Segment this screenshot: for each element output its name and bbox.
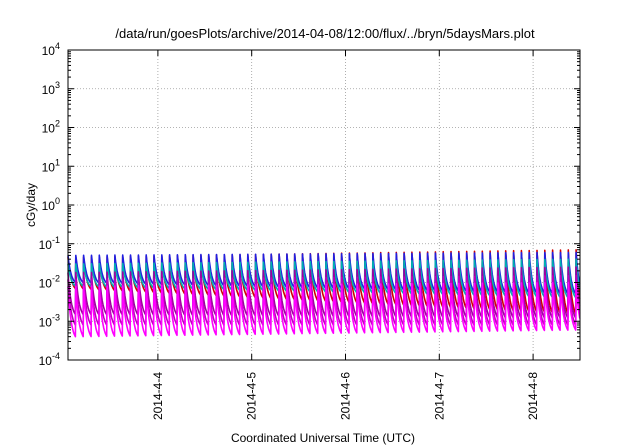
x-tick-label: 2014-4-7 [432,372,446,420]
y-axis: 10-4 10-3 10-2 10-1 100 101 102 103 104 [39,41,580,368]
x-axis: 2014-4-4 2014-4-5 2014-4-6 2014-4-7 2014-4-8 [151,50,540,420]
y-tick-label: 10-1 [39,235,60,252]
y-tick-label: 10-4 [39,351,60,368]
y-tick-label: 104 [42,41,60,58]
x-tick-label: 2014-4-6 [338,372,352,420]
y-tick-label: 103 [42,80,60,97]
y-tick-label: 102 [42,119,60,136]
x-tick-label: 2014-4-8 [526,372,540,420]
chart-title: /data/run/goesPlots/archive/2014-04-08/1… [115,26,535,41]
x-tick-label: 2014-4-4 [151,372,165,420]
y-tick-label: 10-2 [39,274,60,291]
x-tick-label: 2014-4-5 [245,372,259,420]
x-axis-label: Coordinated Universal Time (UTC) [231,431,415,445]
y-tick-label: 101 [42,157,60,174]
y-tick-label: 100 [42,196,60,213]
series-line-6 [67,281,581,338]
y-axis-label: cGy/day [24,183,38,227]
series-group [67,249,581,338]
y-tick-label: 10-3 [39,312,60,329]
